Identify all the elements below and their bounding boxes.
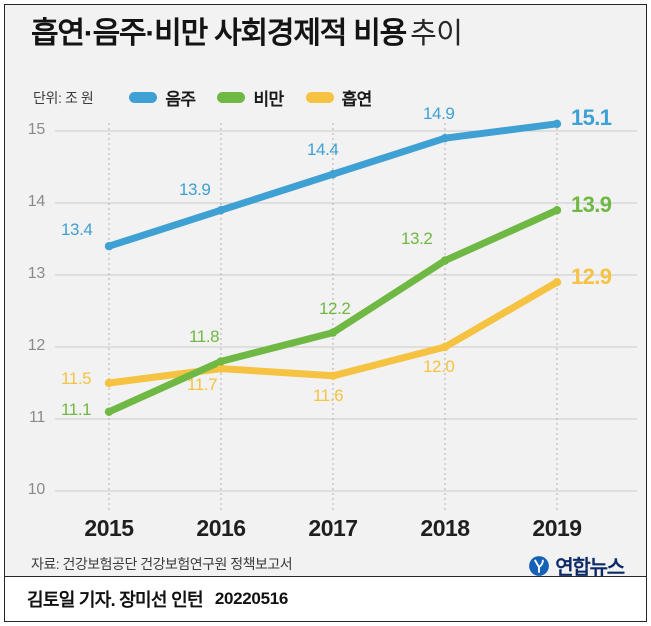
unit-label: 단위: 조 원: [33, 89, 94, 106]
legend-label-smoking: 흡연: [341, 90, 373, 109]
chart-legend: 음주 비만 흡연: [129, 85, 393, 110]
data-label-흡연-2015: 11.5: [61, 369, 92, 388]
y-tick-15: 15: [27, 121, 46, 138]
x-tick-2018: 2018: [420, 515, 470, 541]
data-label-흡연-2017: 11.6: [313, 385, 344, 405]
legend-label-alcohol: 음주: [165, 90, 196, 109]
unit-and-legend-row: 단위: 조 원 음주 비만 흡연: [33, 85, 394, 110]
data-label-흡연-2018: 12.0: [423, 357, 455, 376]
y-tick-14: 14: [27, 193, 46, 210]
yonhap-logo-icon: [529, 555, 550, 576]
data-label-비만-2016: 11.8: [189, 327, 220, 347]
legend-label-obesity: 비만: [253, 90, 284, 109]
data-label-흡연-2019: 12.9: [571, 264, 612, 290]
page-title-main: 흡연·음주·비만 사회경제적 비용: [31, 17, 407, 50]
legend-swatch-blue-icon: [129, 92, 158, 103]
legend-item-alcohol[interactable]: 음주: [129, 85, 196, 110]
legend-item-smoking[interactable]: 흡연: [305, 85, 373, 110]
plot-area: [5, 5, 648, 577]
yonhap-logo: 연합뉴스: [528, 551, 625, 580]
data-label-음주-2019: 15.1: [571, 104, 612, 130]
x-tick-2015: 2015: [84, 515, 134, 541]
data-label-비만-2018: 13.2: [401, 228, 433, 248]
y-tick-13: 13: [27, 265, 46, 282]
data-label-음주-2016: 13.9: [179, 180, 211, 200]
data-label-비만-2017: 12.2: [319, 298, 351, 318]
chart-panel: 흡연·음주·비만 사회경제적 비용 추이 단위: 조 원 음주 비만 흡연: [4, 4, 648, 579]
data-label-음주-2017: 14.4: [307, 140, 339, 160]
y-tick-10: 10: [27, 481, 46, 498]
chart-canvas: [55, 119, 637, 513]
x-tick-2016: 2016: [196, 515, 246, 541]
x-tick-2019: 2019: [532, 515, 582, 541]
byline-date: 20220516: [214, 589, 289, 608]
data-label-흡연-2016: 11.7: [187, 374, 218, 394]
data-label-음주-2015: 13.4: [61, 220, 93, 240]
data-label-비만-2015: 11.1: [61, 399, 92, 419]
data-label-음주-2018: 14.9: [423, 104, 455, 124]
y-tick-12: 12: [27, 337, 46, 354]
legend-swatch-yellow-icon: [305, 92, 334, 103]
legend-swatch-green-icon: [217, 92, 246, 103]
page-title: 흡연·음주·비만 사회경제적 비용 추이: [31, 17, 463, 50]
byline-bar: 김토일 기자. 장미선 인턴 20220516: [4, 576, 647, 622]
y-tick-11: 11: [28, 409, 45, 426]
byline-reporter: 김토일 기자. 장미선 인턴: [27, 590, 204, 610]
page-title-suffix: 추이: [410, 18, 463, 50]
legend-item-obesity[interactable]: 비만: [217, 85, 284, 110]
data-label-비만-2019: 13.9: [571, 192, 612, 218]
yonhap-logo-text: 연합뉴스: [555, 557, 625, 579]
x-tick-2017: 2017: [308, 515, 358, 541]
source-note: 자료: 건강보험공단 건강보험연구원 정책보고서: [31, 556, 293, 572]
